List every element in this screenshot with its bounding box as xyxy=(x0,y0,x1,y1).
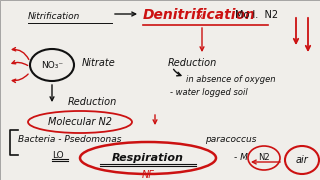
Text: air: air xyxy=(296,155,308,165)
Text: Denitrification: Denitrification xyxy=(143,8,256,22)
Text: LO: LO xyxy=(52,150,64,159)
Text: N2: N2 xyxy=(258,154,270,163)
Text: Mo l.  N2: Mo l. N2 xyxy=(235,10,278,20)
Text: Molecular N2: Molecular N2 xyxy=(48,117,112,127)
Text: Nitrification: Nitrification xyxy=(28,12,80,21)
Text: Reduction: Reduction xyxy=(168,58,217,68)
Text: NO₃⁻: NO₃⁻ xyxy=(41,62,63,71)
Text: x: x xyxy=(197,12,203,21)
Text: Bacteria - Psedomonas: Bacteria - Psedomonas xyxy=(18,136,122,145)
Text: paracoccus: paracoccus xyxy=(205,136,257,145)
Text: - water logged soil: - water logged soil xyxy=(170,88,248,97)
Text: in absence of oxygen: in absence of oxygen xyxy=(186,75,276,84)
Text: NF: NF xyxy=(141,170,155,180)
Text: Nitrate: Nitrate xyxy=(82,58,116,68)
Text: Reduction: Reduction xyxy=(68,97,117,107)
Text: - M: - M xyxy=(234,154,248,163)
Text: Respiration: Respiration xyxy=(112,153,184,163)
